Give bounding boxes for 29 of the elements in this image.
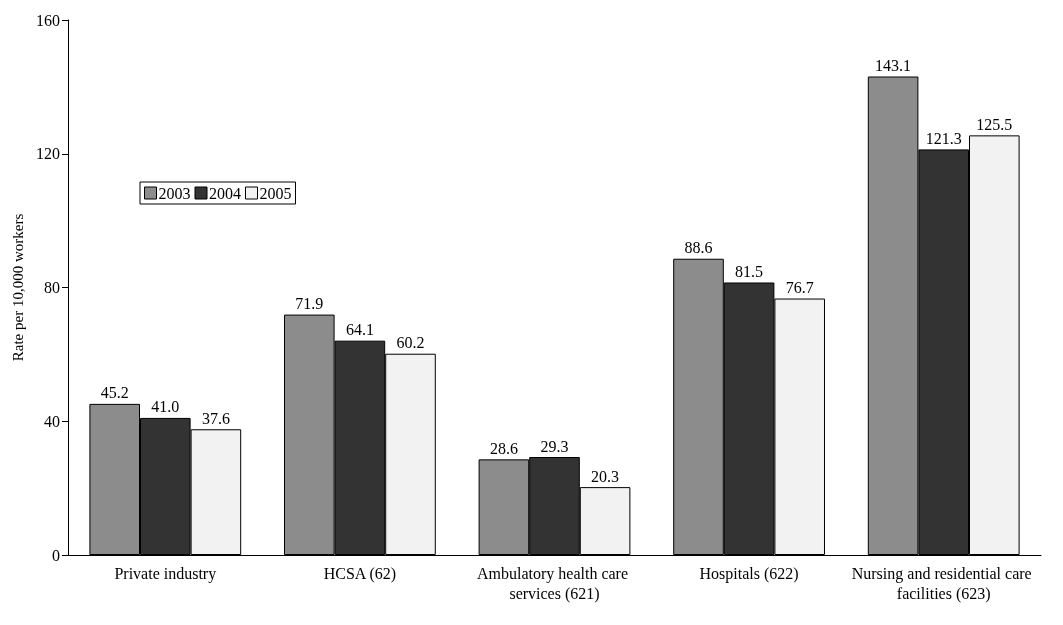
data-label: 60.2: [396, 334, 425, 352]
y-tick-label: 0: [52, 546, 60, 564]
legend-label: 2003: [158, 184, 191, 202]
y-tick-label: 80: [44, 279, 60, 296]
data-label: 37.6: [201, 409, 230, 427]
data-label: 125.5: [976, 115, 1013, 133]
x-tick-label: Nursing and residential care facilities (623): [851, 564, 1036, 603]
x-tick-label: Ambulatory health care services (621): [476, 564, 633, 603]
legend-label: 2004: [209, 184, 241, 202]
data-label: 143.1: [875, 57, 912, 75]
data-label: 81.5: [735, 262, 764, 280]
data-label: 71.9: [295, 295, 324, 313]
legend-label: 2005: [259, 184, 292, 202]
data-label: 20.3: [591, 467, 620, 485]
data-label: 88.6: [684, 239, 713, 257]
y-tick-label: 120: [36, 145, 60, 163]
x-tick-label: Hospitals (622): [699, 564, 799, 583]
y-tick-label: 40: [44, 412, 60, 430]
data-label: 76.7: [785, 279, 814, 297]
data-label: 28.6: [489, 439, 518, 457]
data-label: 29.3: [540, 437, 569, 455]
data-label: 41.0: [151, 398, 180, 416]
data-label: 45.2: [100, 384, 129, 402]
y-axis-title: Rate per 10,000 workers: [9, 213, 26, 362]
x-tick-label: HCSA (62): [323, 564, 397, 583]
x-tick-label: Private industry: [114, 564, 217, 583]
data-label: 64.1: [345, 321, 374, 339]
data-label: 121.3: [925, 129, 962, 147]
y-tick-label: 160: [36, 11, 60, 29]
